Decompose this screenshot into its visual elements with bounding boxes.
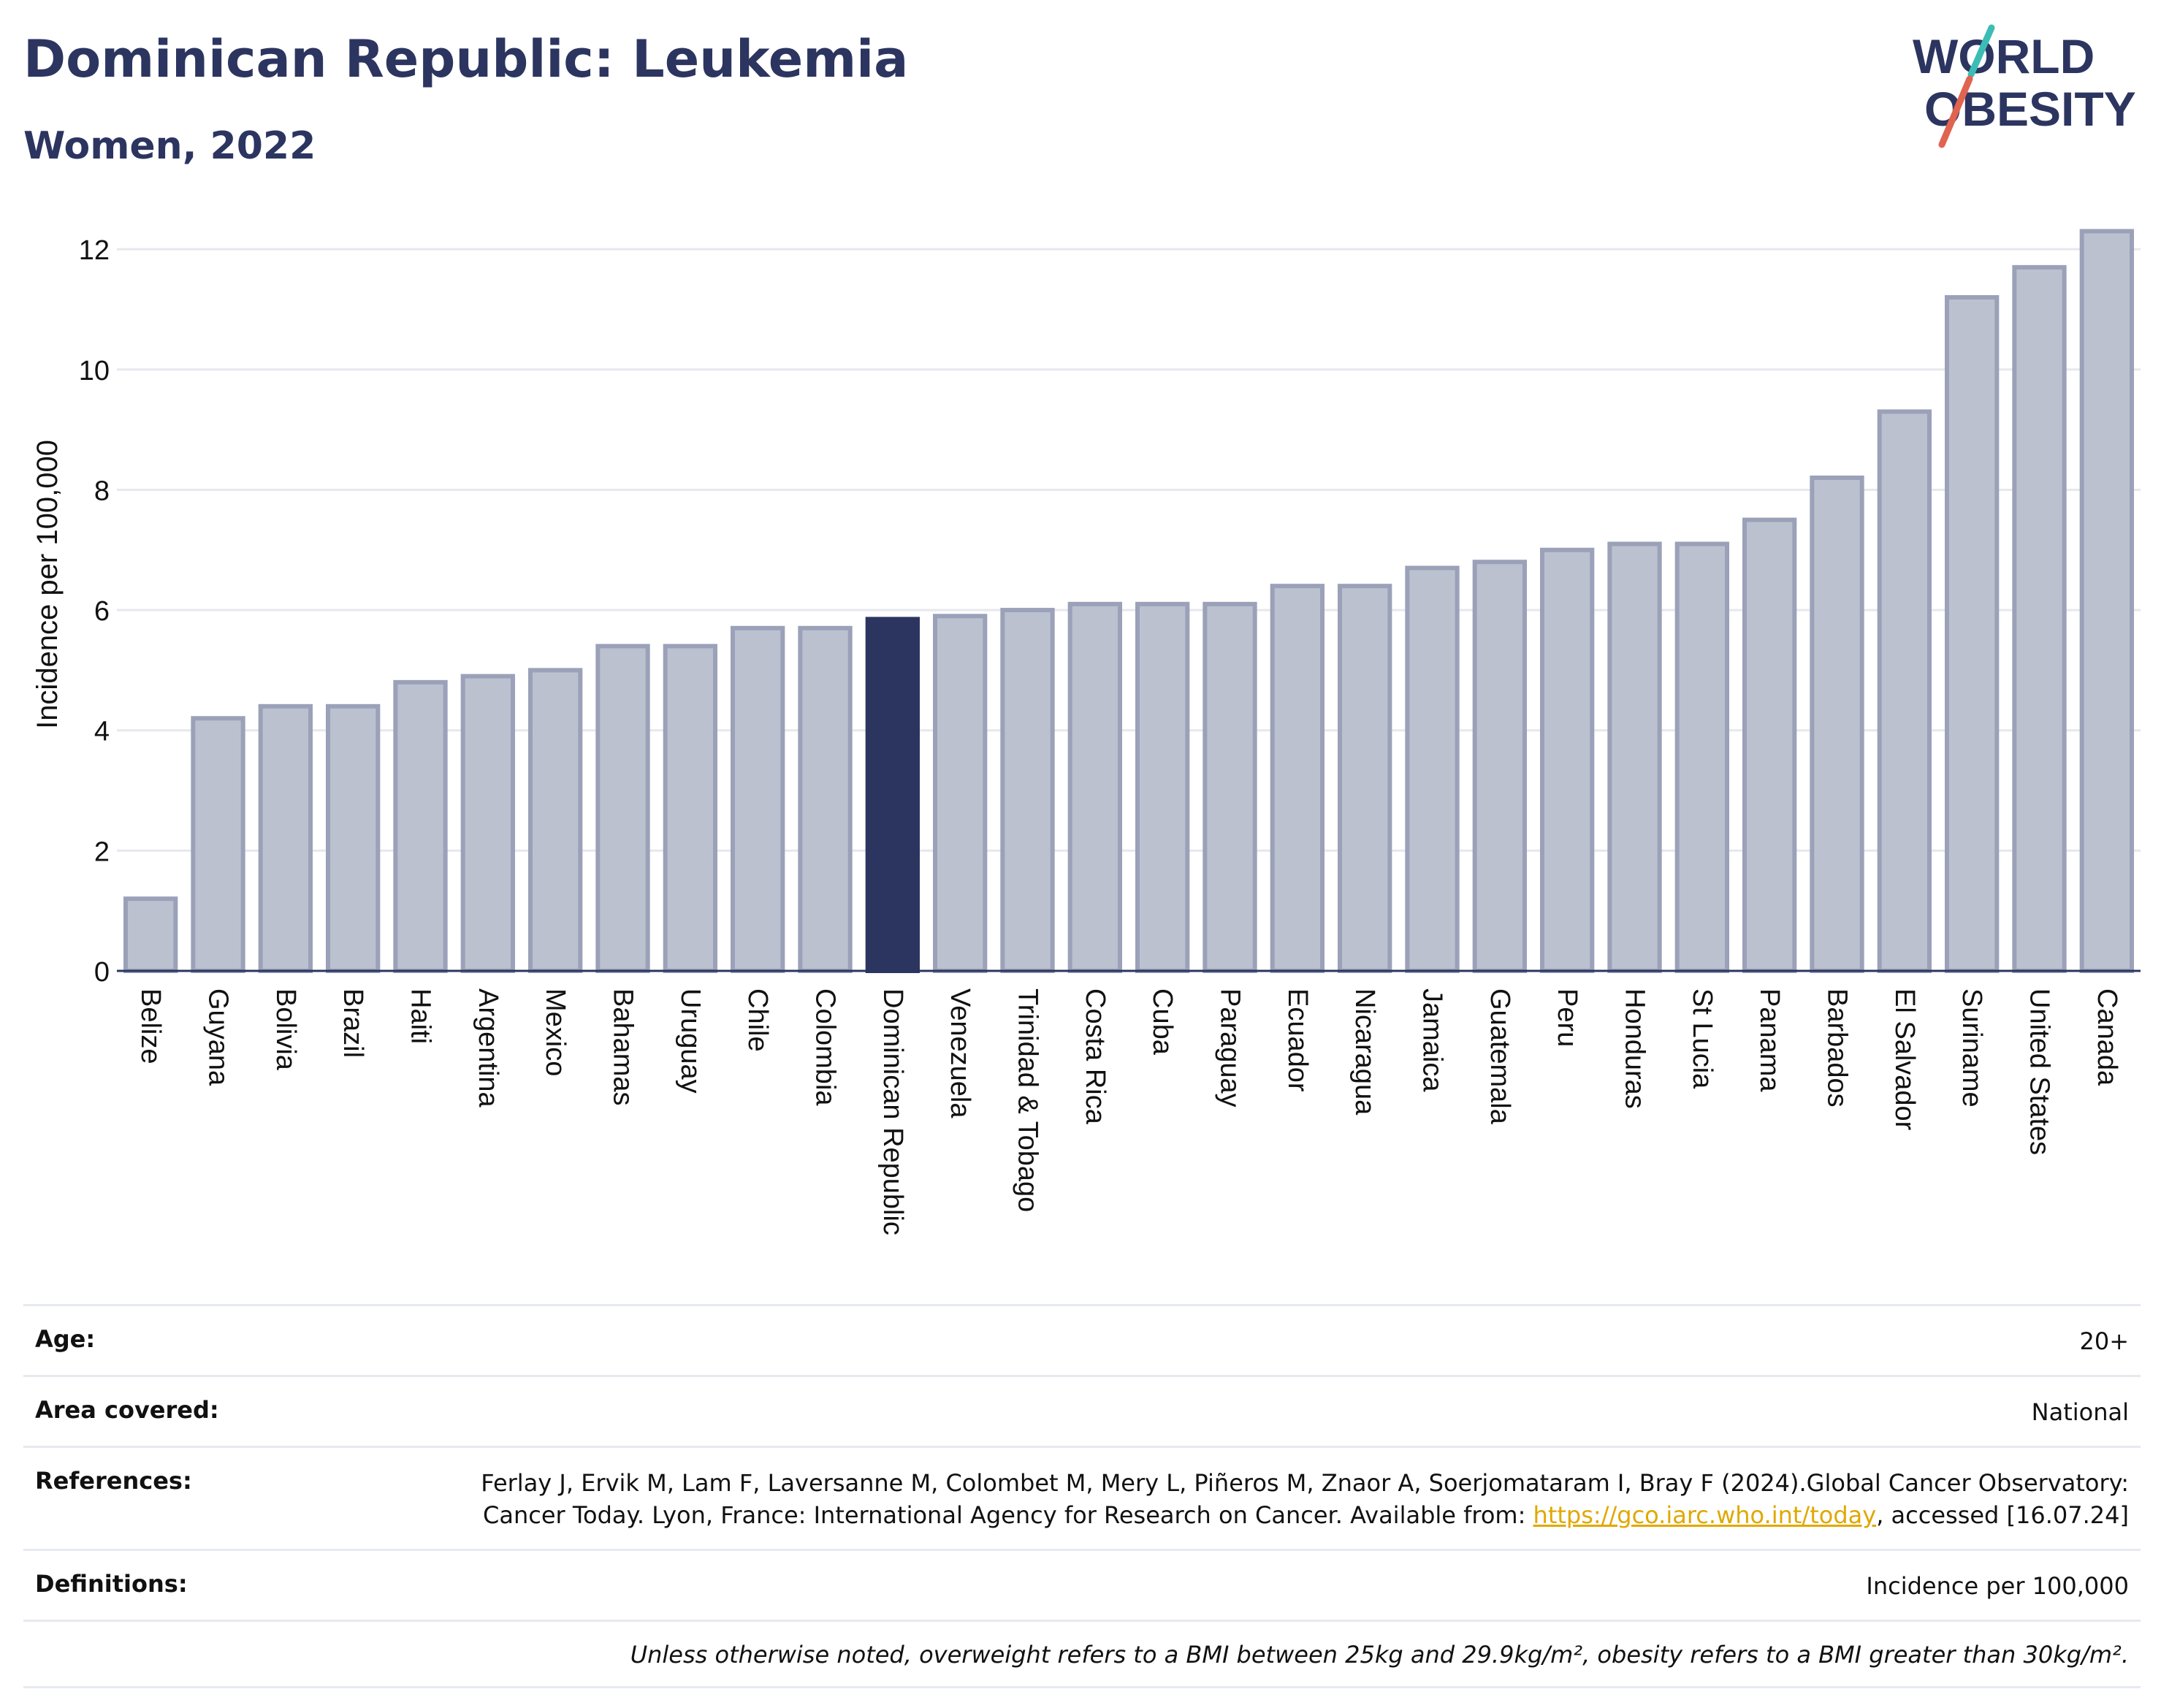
metadata-table: Age: 20+ Area covered: National Referenc… xyxy=(23,1304,2141,1688)
bar-guyana xyxy=(191,716,245,973)
x-tick-label: Honduras xyxy=(1620,988,1650,1109)
grid-lines xyxy=(117,248,2141,852)
x-tick-label: Cuba xyxy=(1147,988,1178,1056)
x-tick-label: United States xyxy=(2024,988,2055,1155)
bar-dominican-republic xyxy=(865,617,920,973)
x-tick-label: Argentina xyxy=(473,988,503,1108)
bar-bolivia xyxy=(258,704,313,973)
references-value: Ferlay J, Ervik M, Lam F, Laversanne M, … xyxy=(449,1467,2129,1531)
y-tick-labels: 0 2 4 6 8 10 12 xyxy=(79,235,110,988)
x-tick-label: Dominican Republic xyxy=(877,988,908,1235)
bar-paraguay xyxy=(1203,601,1257,974)
y-tick-label: 6 xyxy=(94,596,110,627)
x-tick-label: Venezuela xyxy=(945,988,975,1118)
bar-trinidad-tobago xyxy=(1000,608,1055,974)
x-tick-label: Costa Rica xyxy=(1080,988,1110,1125)
bar-costa-rica xyxy=(1067,601,1122,974)
x-tick-label: Jamaica xyxy=(1417,988,1448,1092)
y-tick-label: 0 xyxy=(94,957,110,988)
x-tick-label: Mexico xyxy=(540,988,571,1076)
bar-chile xyxy=(731,625,785,973)
age-label: Age: xyxy=(35,1325,96,1353)
x-tick-labels: Belize Guyana Bolivia Brazil Haiti Argentina M… xyxy=(135,988,2122,1235)
bar-haiti xyxy=(393,679,448,973)
references-link[interactable]: https://gco.iarc.who.int/today xyxy=(1533,1501,1877,1529)
meta-row-area: Area covered: National xyxy=(23,1375,2141,1446)
x-tick-label: Paraguay xyxy=(1215,988,1246,1107)
bar-colombia xyxy=(798,625,853,973)
x-tick-label: Chile xyxy=(742,988,773,1052)
x-tick-label: El Salvador xyxy=(1889,988,1920,1131)
x-tick-label: Haiti xyxy=(405,988,436,1044)
definitions-value: Incidence per 100,000 xyxy=(1866,1572,2129,1600)
bar-bahamas xyxy=(595,644,650,973)
bar-panama xyxy=(1742,517,1797,973)
age-value: 20+ xyxy=(2079,1327,2129,1355)
x-tick-label: Colombia xyxy=(810,988,841,1106)
x-tick-label: Uruguay xyxy=(675,988,706,1094)
references-text: Ferlay J, Ervik M, Lam F, Laversanne M, … xyxy=(481,1469,2129,1529)
bmi-note: Unless otherwise noted, overweight refer… xyxy=(630,1641,2129,1669)
x-tick-label: Bahamas xyxy=(608,988,639,1106)
x-tick-label: Peru xyxy=(1552,988,1582,1047)
page-subtitle: Women, 2022 xyxy=(23,124,316,168)
logo-text-world: WORLD xyxy=(1913,29,2095,83)
x-tick-label: Nicaragua xyxy=(1349,988,1380,1116)
x-tick-label: Brazil xyxy=(338,988,368,1058)
y-tick-label: 12 xyxy=(79,235,110,266)
bar-mexico xyxy=(528,668,583,974)
meta-row-references: References: Ferlay J, Ervik M, Lam F, La… xyxy=(23,1446,2141,1549)
bar-jamaica xyxy=(1405,565,1460,973)
x-tick-label: Bolivia xyxy=(270,988,301,1071)
y-axis-label: Incidence per 100,000 xyxy=(31,440,64,729)
bar-argentina xyxy=(460,674,515,974)
meta-row-age: Age: 20+ xyxy=(23,1304,2141,1375)
bar-canada xyxy=(2079,229,2134,973)
logo-slash-red xyxy=(1938,75,1973,148)
definitions-label: Definitions: xyxy=(35,1570,188,1598)
y-tick-label: 8 xyxy=(94,476,110,506)
y-tick-label: 10 xyxy=(79,356,110,386)
area-value: National xyxy=(2031,1398,2129,1426)
area-label: Area covered: xyxy=(35,1396,219,1424)
bar-el-salvador xyxy=(1877,409,1932,973)
world-obesity-logo: WORLD OBESITY xyxy=(1913,24,2136,148)
bar-united-states xyxy=(2012,264,2067,973)
x-tick-label: Canada xyxy=(2092,988,2122,1086)
logo-slash-teal xyxy=(1967,24,1995,78)
x-tick-label: Ecuador xyxy=(1282,988,1313,1092)
bar-honduras xyxy=(1607,541,1662,973)
meta-row-definitions: Definitions: Incidence per 100,000 xyxy=(23,1549,2141,1620)
meta-row-note: Unless otherwise noted, overweight refer… xyxy=(23,1620,2141,1688)
x-tick-label: Guatemala xyxy=(1485,988,1515,1125)
bar-chart: 0 2 4 6 8 10 12 Belize Guyana Bolivia Brazil Haiti… xyxy=(31,229,2141,1235)
y-tick-label: 4 xyxy=(94,717,110,747)
x-tick-label: St Lucia xyxy=(1687,988,1718,1089)
bar-peru xyxy=(1540,547,1595,973)
bar-guatemala xyxy=(1472,560,1527,973)
x-tick-label: Suriname xyxy=(1956,988,1987,1107)
x-tick-label: Barbados xyxy=(1822,988,1853,1107)
bar-uruguay xyxy=(663,644,717,973)
bar-cuba xyxy=(1135,601,1190,974)
bar-venezuela xyxy=(933,614,988,973)
references-suffix: , accessed [16.07.24] xyxy=(1876,1501,2129,1529)
bar-nicaragua xyxy=(1338,584,1392,973)
bar-brazil xyxy=(326,704,381,973)
y-tick-label: 2 xyxy=(94,836,110,867)
bar-suriname xyxy=(1945,295,2000,973)
page-title: Dominican Republic: Leukemia xyxy=(23,29,909,89)
x-tick-label: Belize xyxy=(135,988,166,1064)
x-tick-label: Trinidad & Tobago xyxy=(1013,988,1043,1212)
bar-ecuador xyxy=(1270,584,1325,973)
x-tick-label: Guyana xyxy=(203,988,234,1086)
references-label: References: xyxy=(35,1467,192,1495)
bar-belize xyxy=(123,896,178,973)
bars xyxy=(123,229,2134,974)
x-tick-label: Panama xyxy=(1754,988,1785,1092)
bar-st-lucia xyxy=(1674,541,1729,973)
bar-barbados xyxy=(1810,475,1864,973)
